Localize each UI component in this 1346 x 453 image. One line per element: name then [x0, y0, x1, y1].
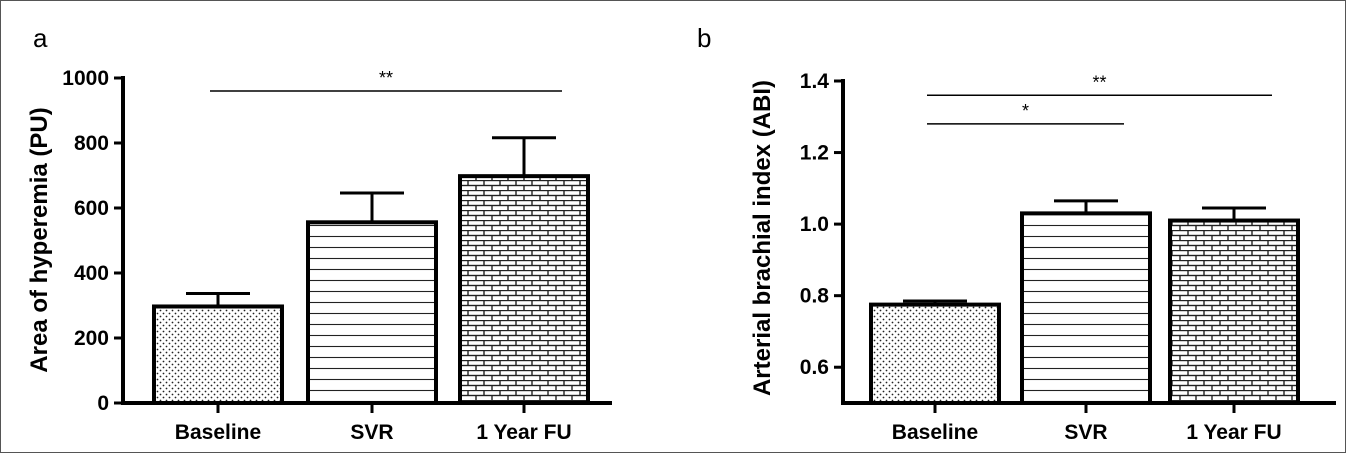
- panel-b-y-tick-label: 1.4: [800, 70, 830, 93]
- panel-b-bar: [1020, 211, 1152, 405]
- panel-b-y-axis-label: Arterial brachial index (ABI): [749, 80, 776, 396]
- panel-a-letter: a: [33, 23, 48, 53]
- panel-a-y-tick-label: 600: [74, 197, 109, 220]
- panel-b-y-tick-label: 0.8: [800, 285, 830, 308]
- panel-a-y-tick-label: 0: [97, 392, 109, 415]
- panel-a-y-tick-label: 800: [74, 132, 109, 155]
- panel-a-x-label: 1 Year FU: [476, 421, 571, 444]
- panel-b-axes: [841, 79, 1336, 405]
- panel-a-x-labels: Baseline SVR 1 Year FU: [175, 403, 572, 444]
- panel-a-significance-label: **: [379, 68, 393, 88]
- panel-b-y-tick-label: 1.2: [800, 142, 829, 165]
- panel-a-significance: **: [210, 68, 562, 92]
- panel-a-x-label: SVR: [350, 421, 393, 444]
- panel-a-bar: [152, 304, 284, 406]
- panel-a-error-bars: [186, 136, 556, 307]
- panel-b-bars: [869, 211, 1300, 405]
- panel-a-x-label: Baseline: [175, 421, 261, 444]
- panel-b-x-label: 1 Year FU: [1186, 421, 1281, 444]
- panel-b-significance-label: *: [1022, 101, 1029, 121]
- panel-b-x-label: SVR: [1064, 421, 1107, 444]
- panel-a: a Area of hyperemia (PU) 0 200 400 600 800 10…: [26, 23, 612, 444]
- panel-a-y-axis-label: Area of hyperemia (PU): [26, 107, 53, 372]
- panel-b-bar: [1168, 218, 1300, 405]
- panel-b-significance-label: **: [1092, 72, 1106, 92]
- panel-b-y-tick-label: 1.0: [800, 213, 829, 236]
- panel-b: b Arterial brachial index (ABI) 0.6 0.8 1.…: [697, 23, 1336, 444]
- panel-b-bar: [869, 302, 1001, 405]
- panel-b-y-tick-label: 0.6: [800, 356, 829, 379]
- panel-a-y-ticks: 0 200 400 600 800 1000: [62, 67, 123, 415]
- panel-a-axes: [121, 76, 612, 405]
- panel-b-letter: b: [697, 23, 711, 53]
- panel-b-x-labels: Baseline SVR 1 Year FU: [892, 403, 1282, 444]
- panel-a-y-tick-label: 200: [74, 327, 109, 350]
- panel-b-error-bars: [903, 199, 1266, 305]
- panel-a-bar: [458, 174, 590, 405]
- panel-a-y-tick-label: 1000: [62, 67, 109, 90]
- panel-a-bar: [306, 220, 438, 405]
- panel-b-significance: ***: [927, 72, 1272, 125]
- panel-b-y-ticks: 0.6 0.8 1.0 1.2 1.4: [800, 70, 843, 379]
- panel-a-y-tick-label: 400: [74, 262, 109, 285]
- panel-b-x-label: Baseline: [892, 421, 978, 444]
